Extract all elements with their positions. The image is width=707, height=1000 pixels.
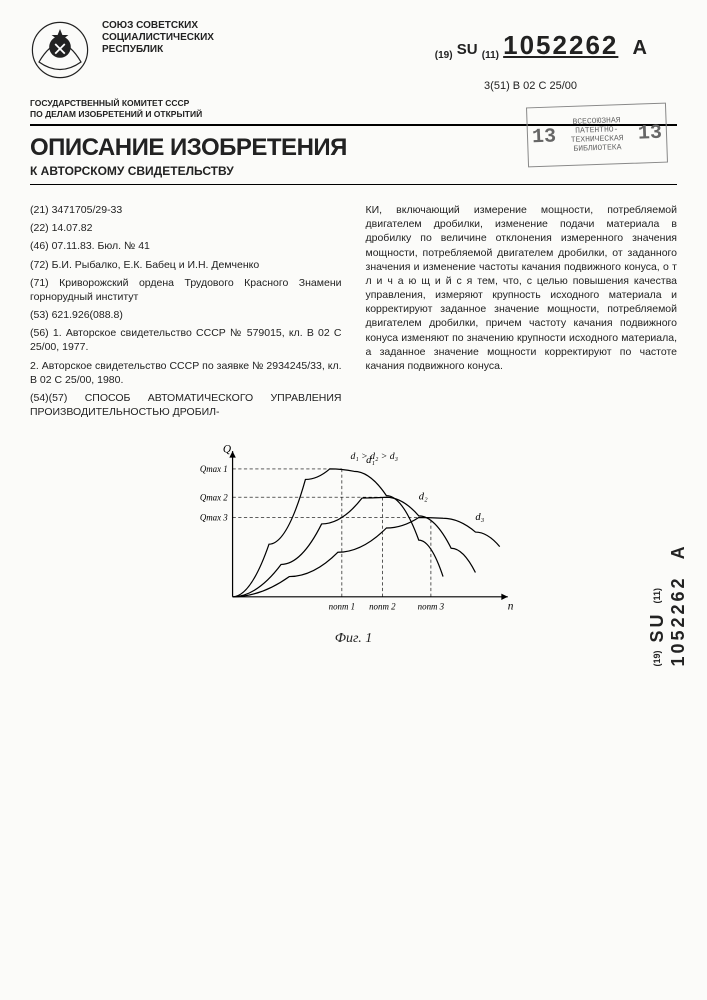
ussr-emblem-icon (30, 20, 90, 80)
header-org: СОЮЗ СОВЕТСКИХ СОЦИАЛИСТИЧЕСКИХ РЕСПУБЛИ… (102, 20, 214, 56)
org-line3: РЕСПУБЛИК (102, 44, 214, 56)
field-54: (54)(57) СПОСОБ АВТОМАТИЧЕСКОГО УПРАВЛЕН… (30, 391, 342, 419)
svg-text:Qmax 1: Qmax 1 (199, 464, 227, 474)
field-56b: 2. Авторское свидетельство СССР по заявк… (30, 359, 342, 387)
doc-number: 1052262 (503, 30, 618, 60)
field-21: (21) 3471705/29-33 (30, 203, 342, 217)
svg-text:nопт 1: nопт 1 (328, 602, 354, 612)
svg-text:d₂: d₂ (418, 492, 427, 503)
field-53: (53) 621.926(088.8) (30, 308, 342, 322)
field-46: (46) 07.11.83. Бюл. № 41 (30, 239, 342, 253)
code-11: (11) (482, 50, 499, 61)
su-prefix: SU (457, 41, 478, 58)
svg-text:d₃: d₃ (475, 512, 484, 523)
field-72: (72) Б.И. Рыбалко, Е.К. Бабец и И.Н. Дем… (30, 258, 342, 272)
field-56: (56) 1. Авторское свидетельство СССР № 5… (30, 326, 342, 354)
org-line2: СОЦИАЛИСТИЧЕСКИХ (102, 32, 214, 44)
field-71: (71) Криворожский ордена Трудового Красн… (30, 276, 342, 304)
side-code-19: (19) (652, 651, 662, 667)
classification-code: 3(51) B 02 C 25/00 (484, 80, 577, 92)
stamp-line4: БИБЛИОТЕКА (556, 143, 638, 155)
divider-thin (30, 184, 677, 185)
stamp-right-num: 13 (638, 121, 663, 145)
code-19: (19) (435, 50, 453, 61)
page-subtitle: К АВТОРСКОМУ СВИДЕТЕЛЬСТВУ (30, 164, 677, 178)
library-stamp: 13 ВСЕСОЮЗНАЯ ПАТЕНТНО- ТЕХНИЧЕСКАЯ БИБЛ… (526, 103, 668, 168)
stamp-left-num: 13 (532, 125, 557, 149)
right-column: КИ, включающий измерение мощности, потре… (366, 203, 678, 423)
org-line1: СОЮЗ СОВЕТСКИХ (102, 20, 214, 32)
svg-text:Qmax 3: Qmax 3 (199, 513, 227, 523)
x-axis-label: n (507, 601, 513, 613)
side-document-id: (19) SU (11) 1052262 A (647, 520, 689, 667)
body-columns: (21) 3471705/29-33 (22) 14.07.82 (46) 07… (30, 203, 677, 423)
figure-caption: Фиг. 1 (184, 631, 524, 647)
side-suffix: A (668, 543, 688, 559)
left-column: (21) 3471705/29-33 (22) 14.07.82 (46) 07… (30, 203, 342, 423)
figure-1: Qmax 1Qmax 2Qmax 3 nопт 1nопт 2nопт 3 Q … (184, 443, 524, 646)
side-number: 1052262 (668, 575, 688, 666)
svg-text:nопт 2: nопт 2 (369, 602, 396, 612)
side-su: SU (647, 611, 667, 642)
y-axis-label: Q (222, 444, 230, 456)
abstract-body: КИ, включающий измерение мощности, потре… (366, 203, 678, 373)
svg-text:nопт 3: nопт 3 (417, 602, 444, 612)
chart-svg: Qmax 1Qmax 2Qmax 3 nопт 1nопт 2nопт 3 Q … (184, 443, 524, 629)
svg-text:Qmax 2: Qmax 2 (199, 493, 227, 503)
side-code-11: (11) (652, 588, 662, 604)
field-22: (22) 14.07.82 (30, 221, 342, 235)
doc-suffix: A (633, 37, 647, 59)
svg-text:d₁: d₁ (366, 456, 375, 467)
document-id: (19) SU (11) 1052262 A (435, 30, 647, 61)
